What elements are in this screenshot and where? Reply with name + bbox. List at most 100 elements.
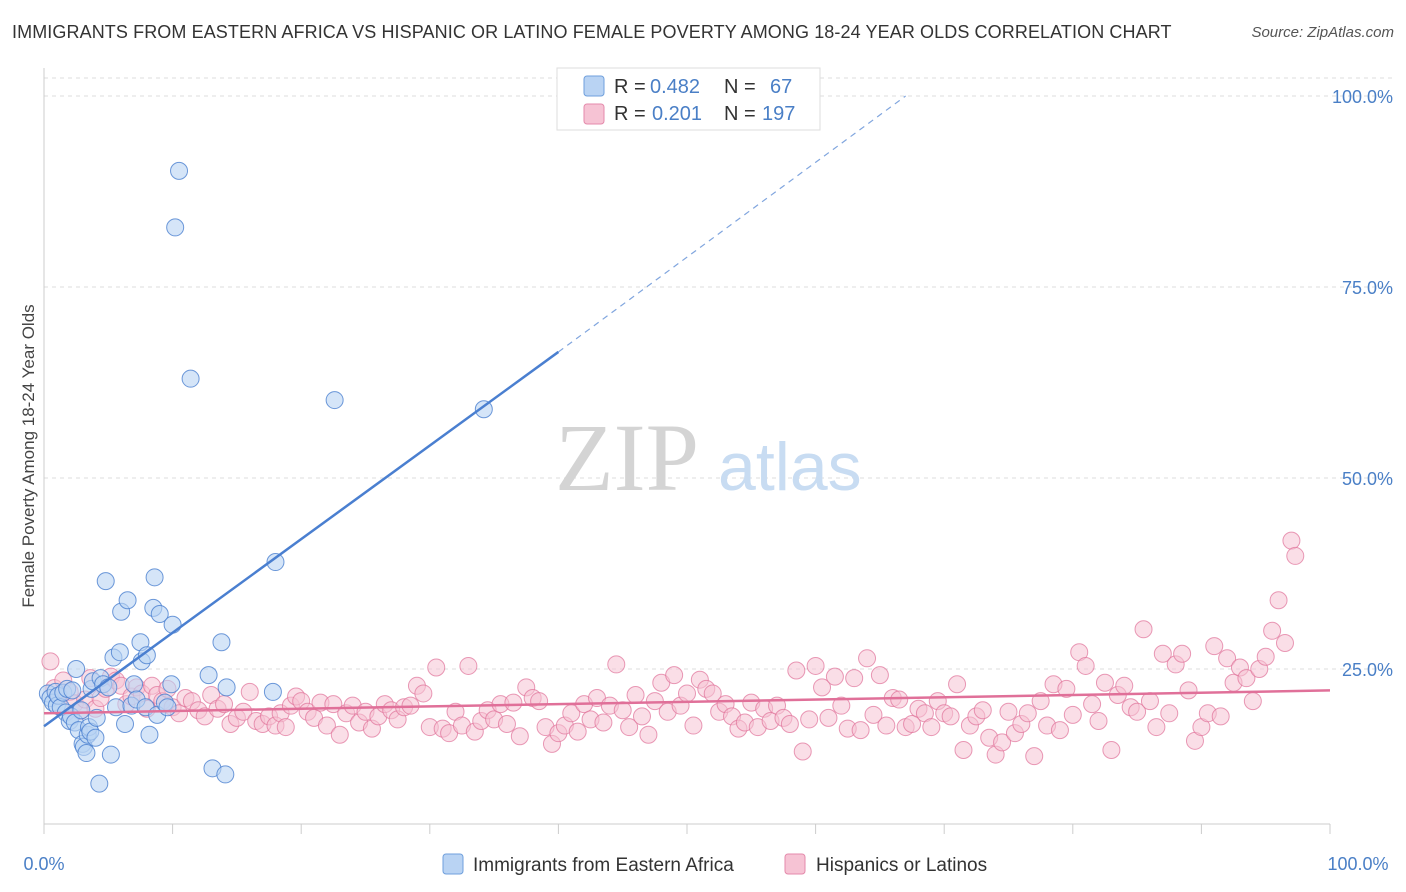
eastern-africa-point — [137, 646, 156, 665]
eastern-africa-point — [158, 698, 177, 717]
eastern-africa-point — [266, 553, 285, 572]
hispanic-point — [941, 707, 960, 726]
eastern-africa-point — [162, 675, 181, 694]
hispanic-point — [1095, 673, 1114, 692]
hispanic-point — [954, 740, 973, 759]
eastern-africa-point — [163, 615, 182, 634]
eastern-africa-point — [166, 218, 185, 237]
x-tick-label-max: 100.0% — [1327, 854, 1388, 874]
hispanic-point — [1134, 620, 1153, 639]
hispanic-point — [832, 696, 851, 715]
hispanic-point — [1140, 692, 1159, 711]
hispanic-point — [922, 718, 941, 737]
hispanic-point — [594, 713, 613, 732]
hispanic-point — [530, 692, 549, 711]
hispanic-point — [414, 684, 433, 703]
hispanic-point — [1179, 681, 1198, 700]
eastern-africa-point — [96, 572, 115, 591]
watermark: ZIP atlas — [555, 404, 862, 511]
hispanic-point — [1153, 644, 1172, 663]
hispanic-point — [639, 725, 658, 744]
eastern-africa-point — [99, 678, 118, 697]
hispanic-point — [684, 716, 703, 735]
hispanic-point — [1269, 591, 1288, 610]
hispanic-point — [800, 710, 819, 729]
hispanic-point — [1256, 647, 1275, 666]
hispanic-point — [1205, 637, 1224, 656]
hispanic-point — [1173, 644, 1192, 663]
chart-title: IMMIGRANTS FROM EASTERN AFRICA VS HISPAN… — [12, 22, 1172, 42]
hispanic-point — [1243, 692, 1262, 711]
eastern-africa-point — [217, 678, 236, 697]
hispanic-point — [1275, 634, 1294, 653]
hispanic-point — [1282, 531, 1301, 550]
eastern-africa-point — [212, 633, 231, 652]
y-tick-label: 75.0% — [1342, 278, 1393, 298]
hispanic-point — [1211, 707, 1230, 726]
hispanic-point — [240, 682, 259, 701]
hispanic-point — [877, 716, 896, 735]
hispanic-point — [568, 722, 587, 741]
hispanic-point — [1160, 704, 1179, 723]
legend-swatch-blue — [583, 75, 605, 97]
hispanic-point — [1147, 718, 1166, 737]
eastern-africa-point — [125, 675, 144, 694]
eastern-africa-point — [86, 728, 105, 747]
hispanic-point — [864, 705, 883, 724]
hispanic-point — [678, 684, 696, 703]
legend-r-label-blue: R = — [614, 76, 646, 98]
series-legend-swatch-blue — [442, 853, 464, 875]
hispanic-point — [1089, 711, 1108, 730]
hispanic-point — [607, 655, 626, 674]
hispanic-point — [1115, 676, 1134, 695]
hispanic-point — [620, 718, 639, 737]
trend-lines — [43, 95, 1331, 728]
hispanic-point — [999, 702, 1018, 721]
watermark-atlas: atlas — [718, 429, 862, 505]
hispanic-point — [1057, 679, 1076, 698]
stats-legend: R = 0.482 N = 67 R = 0.201 N = 197 — [556, 67, 821, 131]
hispanic-point — [948, 675, 967, 694]
hispanic-point — [825, 667, 844, 686]
legend-n-label-blue: N = — [724, 76, 756, 98]
hispanic-point — [973, 701, 992, 720]
hispanic-point — [780, 715, 799, 734]
eastern-africa-point — [181, 369, 200, 388]
y-tick-label: 100.0% — [1332, 87, 1393, 107]
x-axis-ticks — [43, 824, 1331, 834]
eastern-africa-point — [474, 400, 493, 419]
eastern-africa-point — [325, 391, 344, 410]
hispanic-point — [276, 718, 295, 737]
hispanic-point — [1102, 740, 1121, 759]
hispanic-point — [1286, 546, 1305, 565]
eastern-africa-point — [263, 682, 282, 701]
hispanic-point — [497, 715, 516, 734]
hispanic-point — [870, 666, 889, 685]
hispanic-point — [317, 716, 336, 735]
eastern-africa-point — [110, 643, 129, 662]
hispanic-point — [806, 656, 825, 675]
hispanic-point — [993, 733, 1012, 752]
hispanic-trend-line — [43, 689, 1331, 715]
hispanic-point — [510, 727, 529, 746]
hispanic-point — [1018, 704, 1037, 723]
eastern-africa-point — [101, 745, 120, 764]
eastern-africa-trend-line — [43, 350, 560, 728]
eastern-africa-point — [72, 701, 91, 720]
hispanic-point — [1263, 621, 1282, 640]
legend-n-value-pink: 197 — [762, 103, 795, 125]
eastern-africa-point — [77, 744, 96, 763]
hispanic-point — [1025, 747, 1044, 766]
legend-r-value-blue: 0.482 — [650, 76, 700, 98]
eastern-africa-point — [116, 715, 135, 734]
legend-n-value-blue: 67 — [770, 76, 792, 98]
hispanic-point — [793, 742, 812, 761]
hispanic-point — [632, 707, 651, 726]
hispanic-point — [1237, 669, 1256, 688]
series-legend-label-pink: Hispanics or Latinos — [816, 855, 987, 876]
hispanic-point — [665, 666, 684, 685]
eastern-africa-point — [150, 604, 169, 623]
hispanic-point — [504, 693, 523, 712]
hispanic-point — [1076, 656, 1095, 675]
hispanic-point — [41, 652, 60, 671]
